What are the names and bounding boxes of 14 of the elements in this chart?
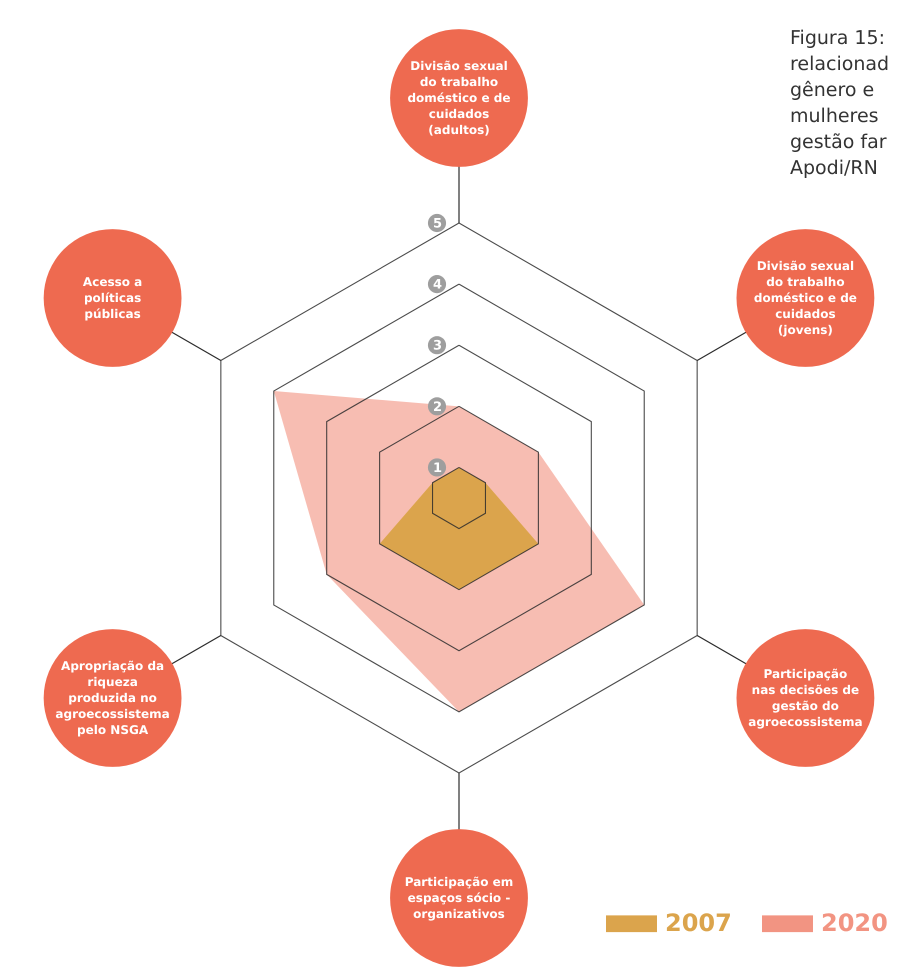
legend-label: 2020 bbox=[821, 908, 888, 937]
spoke-label: Participação nas decisões de gestão do agroecossistema bbox=[748, 667, 863, 729]
y-tick-label: 4 bbox=[432, 278, 442, 293]
legend-label: 2007 bbox=[665, 908, 732, 937]
y-tick-label: 1 bbox=[432, 460, 442, 476]
spoke-label: Apropriação da riqueza produzida no agroecossistema pelo NSGA bbox=[55, 659, 170, 737]
y-tick-label: 3 bbox=[432, 338, 442, 354]
spoke-label: Divisão sexual do trabalho doméstico e de cuidados (adultos) bbox=[407, 59, 511, 137]
spoke-label: Divisão sexual do trabalho doméstico e de cuidados (jovens) bbox=[754, 259, 857, 337]
y-tick-label: 5 bbox=[432, 216, 442, 232]
spoke-label: Participação em espaços sócio - organizativos bbox=[404, 875, 514, 921]
y-tick-label: 2 bbox=[432, 400, 442, 415]
spoke-label: Acesso a políticas públicas bbox=[82, 275, 142, 321]
text: Figura 15: relacionad gênero e mulheres gestão far Apodi/RN bbox=[790, 27, 890, 179]
